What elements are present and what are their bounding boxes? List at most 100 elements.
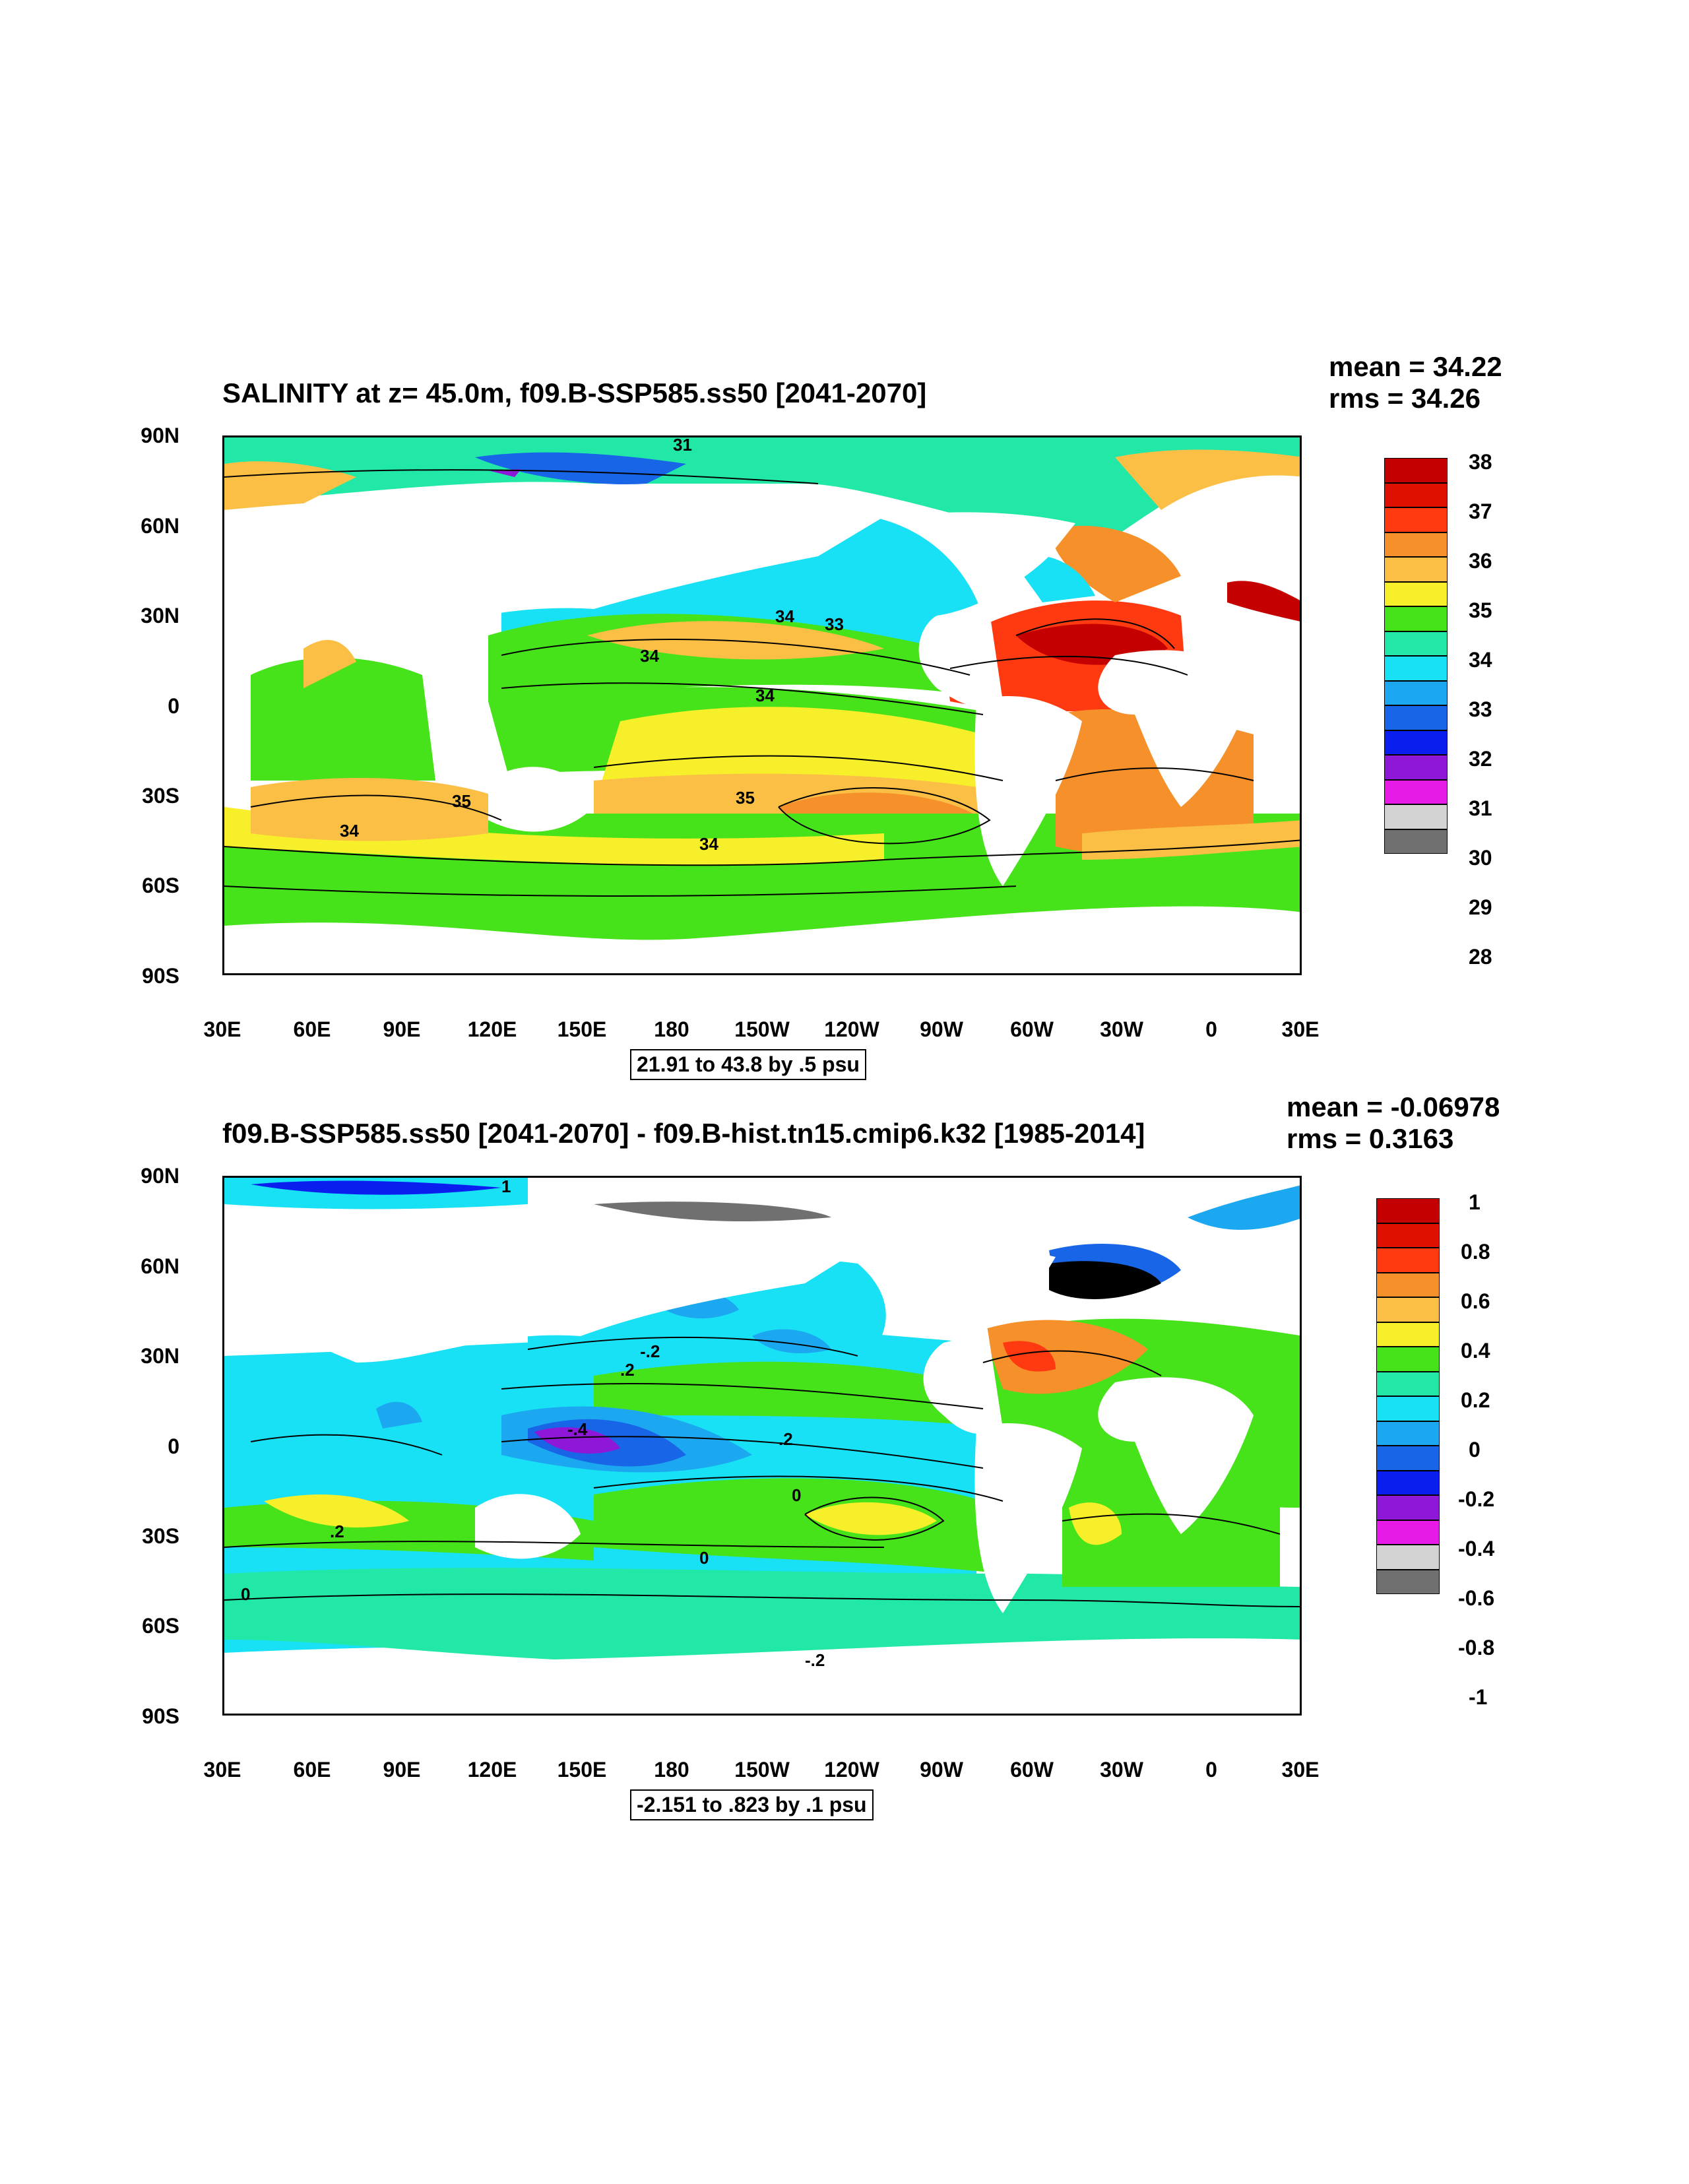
colorbar-cell <box>1376 1223 1440 1248</box>
indian-ocean <box>251 657 435 781</box>
southern-band <box>224 1568 1300 1659</box>
colorbar-label: 38 <box>1469 450 1492 474</box>
x-axis-label: 150W <box>734 1017 790 1041</box>
contour-label: -.2 <box>640 1341 660 1361</box>
colorbar-cell <box>1384 705 1448 730</box>
arctic-diff-blue <box>251 1180 501 1195</box>
contour-label: 35 <box>452 791 471 811</box>
colorbar-cell <box>1376 1396 1440 1421</box>
colorbar-cell <box>1376 1198 1440 1223</box>
x-axis-label: 60E <box>293 1758 331 1782</box>
difference-map: 1 -.2 .2 -.4 .2 0 .2 0 0 -.2 <box>222 1176 1302 1716</box>
contour-label: 0 <box>792 1485 801 1505</box>
africa <box>1098 650 1254 807</box>
colorbar-label: -1 <box>1469 1685 1488 1709</box>
x-axis-label: 150E <box>557 1758 607 1782</box>
x-axis-label: 30E <box>203 1017 241 1041</box>
colorbar-cell <box>1384 581 1448 606</box>
south-pacific-green <box>594 1478 1003 1574</box>
colorbar-cell <box>1384 557 1448 582</box>
colorbar-cell <box>1376 1248 1440 1273</box>
contour-label: .2 <box>779 1429 793 1449</box>
contour-label: -.4 <box>567 1419 588 1439</box>
contour-label: 34 <box>699 834 718 854</box>
mediterranean <box>1227 581 1300 622</box>
colorbar-label: 28 <box>1469 945 1492 969</box>
colorbar-label: 34 <box>1469 648 1492 672</box>
colorbar-label: 1 <box>1469 1190 1481 1214</box>
colorbar-cell <box>1384 755 1448 780</box>
colorbar-cell <box>1376 1470 1440 1495</box>
colorbar-cell <box>1384 656 1448 681</box>
panel-title: f09.B-SSP585.ss50 [2041-2070] - f09.B-hi… <box>222 1118 1145 1149</box>
contour-label: 0 <box>241 1584 250 1604</box>
colorbar-label: -0.4 <box>1458 1537 1495 1560</box>
colorbar-cell <box>1384 680 1448 705</box>
indian-subtropics <box>251 778 488 841</box>
x-axis-label: 0 <box>1205 1758 1217 1782</box>
colorbar-cell <box>1384 804 1448 829</box>
colorbar-cell <box>1376 1297 1440 1322</box>
x-axis-label: 30E <box>1281 1758 1320 1782</box>
x-axis-label: 120E <box>467 1017 517 1041</box>
contour-label: -.2 <box>805 1650 825 1670</box>
contour-label: 34 <box>340 821 359 841</box>
pacific-green-band <box>594 1361 1003 1429</box>
rms-value: rms = 34.26 <box>1329 383 1481 414</box>
colorbar-label: 0.2 <box>1461 1388 1490 1412</box>
south-pacific-yellow <box>805 1502 937 1535</box>
arctic-east-diff <box>1188 1185 1300 1230</box>
colorbar-cell <box>1376 1371 1440 1396</box>
y-axis-label: 60S <box>142 1614 179 1638</box>
colorbar-cell <box>1376 1347 1440 1372</box>
y-axis-label: 90N <box>141 1164 179 1188</box>
colorbar <box>1384 458 1448 854</box>
pacific-warm-north <box>587 621 884 660</box>
colorbar-cell <box>1384 532 1448 557</box>
contour-label: 31 <box>673 437 692 455</box>
salinity-map: 31 34 33 34 34 35 35 34 34 <box>222 435 1302 975</box>
stats-block: mean = 34.22 rms = 34.26 <box>1329 351 1502 414</box>
colorbar-cell <box>1376 1446 1440 1471</box>
mean-value: mean = -0.06978 <box>1287 1091 1500 1122</box>
x-axis-label: 180 <box>654 1758 689 1782</box>
y-axis-label: 60S <box>142 874 179 897</box>
colorbar-cell <box>1376 1569 1440 1594</box>
colorbar-cell <box>1384 458 1448 483</box>
x-axis-label: 90W <box>920 1017 963 1041</box>
rms-value: rms = 0.3163 <box>1287 1123 1454 1154</box>
n-atlantic-red <box>1003 1341 1056 1372</box>
contour-range-box: -2.151 to .823 by .1 psu <box>630 1789 874 1820</box>
x-axis-label: 30W <box>1100 1758 1143 1782</box>
x-axis-label: 0 <box>1205 1017 1217 1041</box>
y-axis-label: 60N <box>141 514 179 538</box>
colorbar-label: 0.4 <box>1461 1339 1490 1363</box>
arctic-west <box>224 461 356 510</box>
x-axis-label: 30E <box>203 1758 241 1782</box>
y-axis-label: 90N <box>141 424 179 447</box>
colorbar-cell <box>1376 1272 1440 1297</box>
antarctica <box>224 918 1300 973</box>
contour-label: 34 <box>755 686 775 705</box>
north-america <box>884 512 1075 707</box>
contour-label-group: 1 -.2 .2 -.4 .2 0 .2 0 0 -.2 <box>241 1178 825 1670</box>
subpolar-black <box>1049 1261 1161 1299</box>
contour-label: .2 <box>620 1360 635 1380</box>
equatorial-purple <box>534 1427 620 1454</box>
x-axis-label: 60W <box>1010 1017 1054 1041</box>
x-axis-label: 150E <box>557 1017 607 1041</box>
colorbar-label: 31 <box>1469 796 1492 820</box>
indian-yellow <box>264 1494 409 1527</box>
y-axis-label: 30N <box>141 604 179 627</box>
contour-label: 34 <box>775 606 794 626</box>
indian-blue <box>376 1401 422 1429</box>
colorbar-label: -0.6 <box>1458 1586 1495 1610</box>
colorbar-cell <box>1384 482 1448 507</box>
colorbar-label: 32 <box>1469 747 1492 771</box>
australia <box>488 767 594 832</box>
colorbar-cell <box>1384 829 1448 854</box>
colorbar-label: 37 <box>1469 499 1492 523</box>
contour-lines <box>224 1336 1300 1607</box>
colorbar <box>1376 1198 1440 1594</box>
colorbar-label: -0.8 <box>1458 1636 1495 1659</box>
